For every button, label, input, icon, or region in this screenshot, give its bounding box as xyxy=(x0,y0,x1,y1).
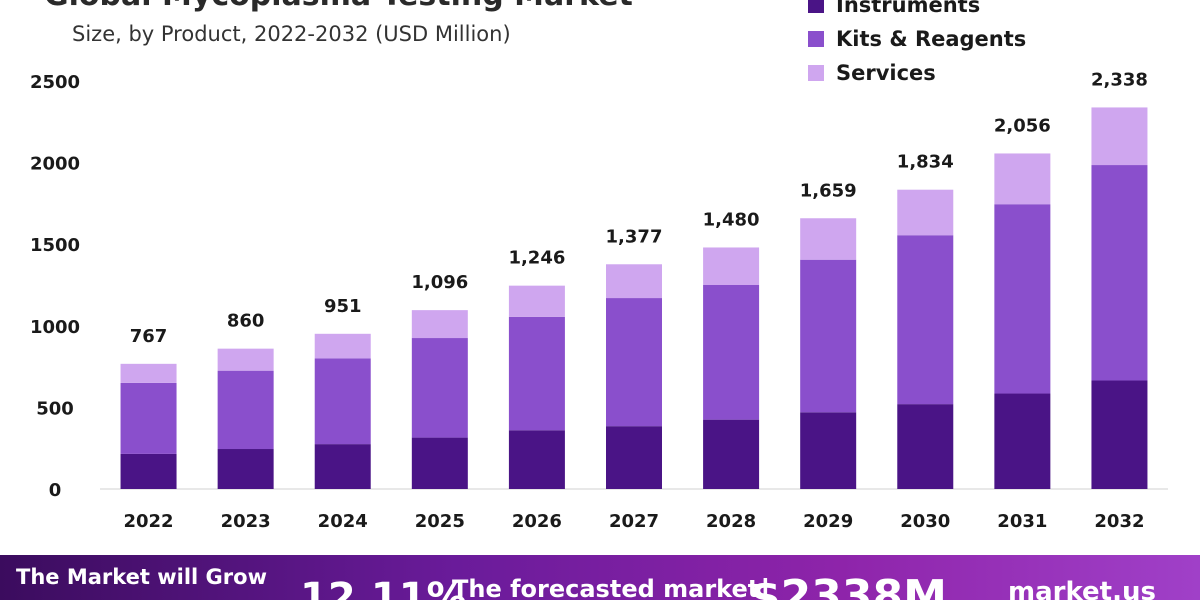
bar-segment-kits-reagents xyxy=(411,338,468,438)
y-tick-label: 500 xyxy=(36,398,74,419)
bar-segment-kits-reagents xyxy=(994,204,1051,394)
legend-swatch-services xyxy=(808,65,824,81)
bar-total-label: 860 xyxy=(227,311,265,332)
bar-segment-kits-reagents xyxy=(1091,165,1148,381)
legend-item-services: Services xyxy=(808,56,1026,90)
bar-segment-instruments xyxy=(120,453,177,489)
chart-subtitle: Size, by Product, 2022-2032 (USD Million… xyxy=(72,22,511,46)
chart-title: Global Mycoplasma Testing Market xyxy=(44,0,633,13)
bar-segment-instruments xyxy=(314,444,371,489)
legend-swatch-instruments xyxy=(808,0,824,13)
bar-total-label: 1,659 xyxy=(800,180,857,201)
legend-label-instruments: Instruments xyxy=(836,0,981,17)
footer-banner: The Market will Grow 12.11% The forecast… xyxy=(0,555,1200,600)
x-tick-label: 2030 xyxy=(900,511,950,532)
bar-total-label: 1,377 xyxy=(606,226,663,247)
bar-segment-services xyxy=(314,333,371,359)
legend-label-kits-reagents: Kits & Reagents xyxy=(836,27,1027,51)
bar-segment-services xyxy=(120,363,177,383)
bar-segment-kits-reagents xyxy=(703,285,760,420)
bar-segment-instruments xyxy=(508,430,565,489)
bar-segment-services xyxy=(1091,107,1148,166)
bar-segment-instruments xyxy=(703,419,760,489)
y-tick-label: 2000 xyxy=(30,154,80,175)
bar-total-label: 951 xyxy=(324,296,362,317)
bar-total-label: 2,338 xyxy=(1091,69,1148,90)
chart-legend: Instruments Kits & Reagents Services xyxy=(808,0,1026,90)
bar-segment-kits-reagents xyxy=(508,316,565,431)
stacked-bar-chart: 0 500 1000 1500 2000 2500 767 2022 860 2023 951 202… xyxy=(30,69,1168,532)
bar-segment-instruments xyxy=(897,404,954,489)
bar-segment-kits-reagents xyxy=(897,235,954,405)
x-tick-label: 2029 xyxy=(803,511,853,532)
legend-label-services: Services xyxy=(836,61,936,85)
legend-item-kits-reagents: Kits & Reagents xyxy=(808,22,1026,56)
y-tick-label: 1000 xyxy=(30,317,80,338)
x-tick-label: 2031 xyxy=(997,511,1047,532)
bar-segment-kits-reagents xyxy=(120,382,177,454)
x-tick-label: 2024 xyxy=(318,511,368,532)
footer-forecast-text: The forecasted market xyxy=(452,575,760,600)
x-tick-label: 2025 xyxy=(415,511,465,532)
bar-segment-instruments xyxy=(994,393,1051,489)
legend-item-instruments: Instruments xyxy=(808,0,1026,22)
x-tick-label: 2023 xyxy=(221,511,271,532)
bar-segment-services xyxy=(508,285,565,317)
y-tick-label: 1500 xyxy=(30,235,80,256)
x-tick-label: 2028 xyxy=(706,511,756,532)
y-tick-label: 2500 xyxy=(30,72,80,93)
bar-total-label: 1,096 xyxy=(411,272,468,293)
bar-segment-services xyxy=(897,189,954,236)
bar-segment-instruments xyxy=(217,449,274,489)
bar-segment-instruments xyxy=(606,426,662,489)
bar-segment-kits-reagents xyxy=(800,259,857,413)
bar-segment-services xyxy=(703,247,760,285)
bar-total-label: 1,480 xyxy=(703,209,760,230)
x-tick-label: 2022 xyxy=(123,511,173,532)
bar-total-label: 1,246 xyxy=(508,248,565,269)
bar-total-label: 767 xyxy=(130,326,168,347)
footer-cagr-value: 12.11% xyxy=(300,575,467,600)
bar-segment-instruments xyxy=(800,412,857,489)
legend-swatch-kits-reagents xyxy=(808,31,824,47)
bar-segment-instruments xyxy=(1091,380,1148,489)
x-tick-label: 2027 xyxy=(609,511,659,532)
bar-total-label: 1,834 xyxy=(897,152,954,173)
x-tick-label: 2026 xyxy=(512,511,562,532)
bar-segment-kits-reagents xyxy=(217,370,274,450)
footer-growth-text: The Market will Grow xyxy=(16,565,267,589)
bar-segment-services xyxy=(606,264,662,299)
y-tick-label: 0 xyxy=(49,480,62,501)
x-tick-label: 2032 xyxy=(1094,511,1144,532)
footer-market-value: $2338M xyxy=(750,571,947,600)
bar-segment-kits-reagents xyxy=(606,298,662,427)
bar-segment-services xyxy=(217,348,274,371)
bar-segment-services xyxy=(994,153,1051,205)
bar-segment-services xyxy=(411,310,468,339)
bar-segment-kits-reagents xyxy=(314,358,371,445)
bar-total-label: 2,056 xyxy=(994,115,1051,136)
footer-brand-text: market.us xyxy=(1008,577,1156,600)
bar-segment-instruments xyxy=(411,437,468,489)
bar-segment-services xyxy=(800,218,857,260)
